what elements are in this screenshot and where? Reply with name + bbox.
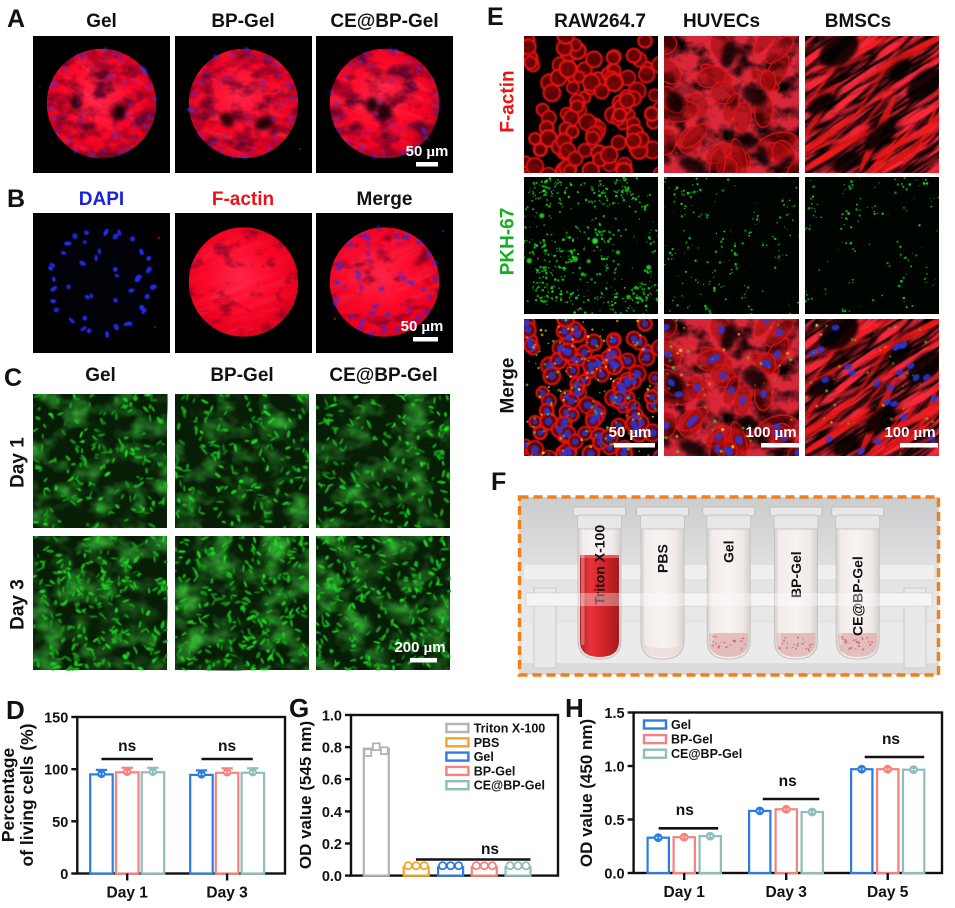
svg-text:100: 100	[44, 763, 68, 779]
svg-text:ns: ns	[676, 802, 694, 819]
svg-text:ns: ns	[481, 841, 499, 858]
svg-text:of living cells (%): of living cells (%)	[17, 724, 37, 867]
svg-text:1.5: 1.5	[604, 706, 624, 722]
svg-text:50: 50	[52, 815, 68, 831]
svg-text:0: 0	[60, 867, 68, 883]
svg-text:CE@BP-Gel: CE@BP-Gel	[850, 556, 866, 636]
svg-text:0.0: 0.0	[322, 869, 342, 885]
svg-text:100 μm: 100 μm	[746, 424, 797, 441]
svg-text:Day 3: Day 3	[766, 884, 808, 901]
svg-text:1.0: 1.0	[322, 709, 342, 725]
svg-text:BP-Gel: BP-Gel	[474, 764, 516, 778]
svg-text:PBS: PBS	[655, 544, 671, 573]
svg-text:0.4: 0.4	[322, 805, 342, 821]
svg-text:Day 1: Day 1	[664, 884, 706, 901]
svg-text:50 μm: 50 μm	[609, 424, 652, 441]
svg-text:0.5: 0.5	[604, 813, 624, 829]
svg-text:50 μm: 50 μm	[406, 143, 449, 160]
svg-text:0.8: 0.8	[322, 741, 342, 757]
svg-text:Percentage: Percentage	[0, 748, 18, 843]
svg-text:ns: ns	[118, 738, 136, 755]
svg-text:ns: ns	[779, 773, 797, 790]
svg-text:ns: ns	[218, 738, 236, 755]
svg-text:0.0: 0.0	[604, 867, 624, 883]
svg-text:Gel: Gel	[671, 718, 691, 732]
svg-text:50 μm: 50 μm	[401, 318, 444, 335]
svg-text:Triton X-100: Triton X-100	[592, 525, 608, 605]
svg-text:Gel: Gel	[474, 750, 494, 764]
svg-text:OD value (545 nm): OD value (545 nm)	[300, 721, 315, 869]
svg-text:Day 5: Day 5	[867, 884, 909, 901]
svg-text:0.6: 0.6	[322, 773, 342, 789]
svg-text:200 μm: 200 μm	[394, 639, 445, 656]
svg-text:0.2: 0.2	[322, 837, 342, 853]
svg-text:Day 3: Day 3	[206, 885, 248, 902]
svg-text:1.0: 1.0	[604, 760, 624, 776]
svg-text:ns: ns	[882, 731, 900, 748]
svg-text:Triton X-100: Triton X-100	[474, 722, 546, 736]
svg-text:150: 150	[44, 711, 68, 727]
svg-text:Gel: Gel	[721, 540, 737, 563]
svg-text:BP-Gel: BP-Gel	[788, 551, 804, 598]
svg-text:CE@BP-Gel: CE@BP-Gel	[671, 747, 742, 761]
svg-text:CE@BP-Gel: CE@BP-Gel	[474, 779, 545, 793]
svg-text:BP-Gel: BP-Gel	[671, 733, 713, 747]
svg-text:100 μm: 100 μm	[884, 424, 935, 441]
svg-text:Day 1: Day 1	[107, 885, 149, 902]
svg-text:PBS: PBS	[474, 736, 500, 750]
svg-text:OD value (450 nm): OD value (450 nm)	[580, 719, 596, 867]
